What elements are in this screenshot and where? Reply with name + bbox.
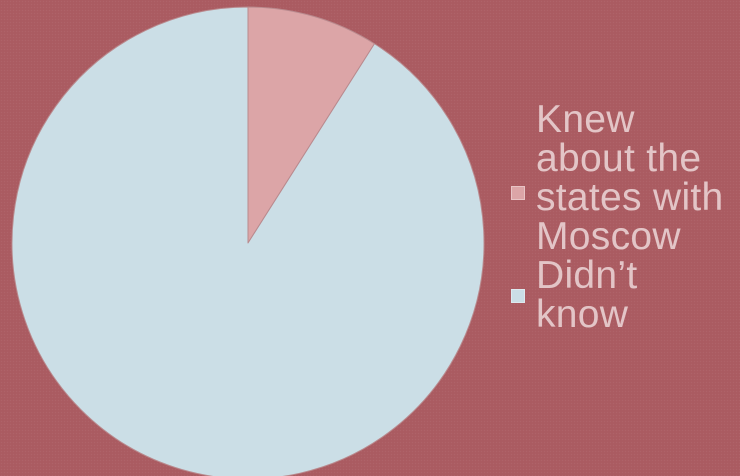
legend-entry-didnt-know: Didn’t know	[510, 256, 738, 334]
legend-label-didnt-know: Didn’t know	[536, 254, 638, 336]
pie-slice-didnt-know	[11, 6, 485, 476]
pie-slice-knew	[247, 6, 375, 244]
legend-swatch-knew	[511, 186, 525, 200]
legend: Knew about the states with Moscow Didn’t…	[510, 100, 738, 334]
legend-swatch-didnt-know	[511, 289, 525, 303]
legend-entry-knew: Knew about the states with Moscow	[510, 100, 738, 256]
legend-label-knew: Knew about the states with Moscow	[536, 98, 724, 258]
